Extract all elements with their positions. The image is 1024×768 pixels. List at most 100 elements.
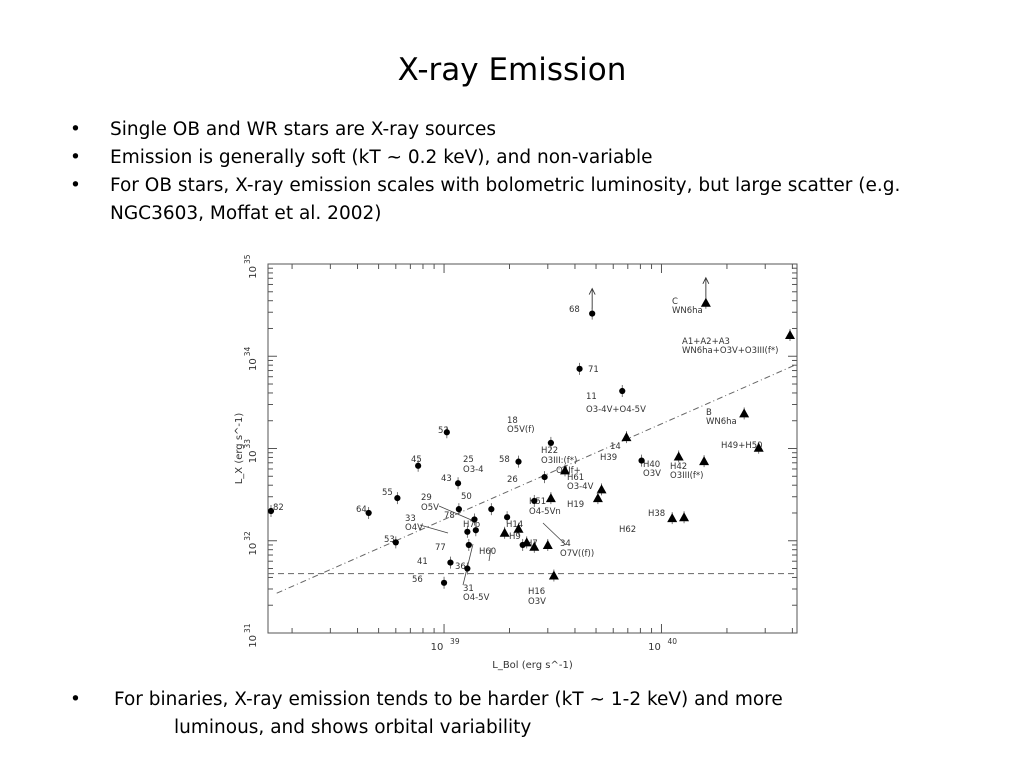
point-annotation: 14: [610, 442, 621, 452]
point-annotation: WN6ha: [672, 306, 703, 316]
point-annotation: WN6ha+O3V+O3III(f*): [682, 346, 778, 356]
point-annotation: 18: [507, 416, 518, 426]
data-point-circle: [547, 439, 554, 447]
data-point-circle: [504, 514, 511, 521]
data-point-circle: [394, 494, 401, 502]
point-annotation: H61: [567, 473, 584, 483]
data-point-triangle: [621, 432, 632, 442]
x-tick-label-exponent: 39: [450, 637, 460, 646]
data-point-triangle: [596, 484, 607, 494]
point-annotation: C: [672, 297, 678, 307]
data-point-circle: [488, 506, 495, 513]
point-annotation: O3-4V+O4-5V: [586, 405, 646, 415]
data-point-triangle: [592, 493, 603, 503]
point-annotation: H60: [479, 547, 496, 557]
data-marks: [267, 296, 796, 589]
point-annotation: O7V((f)): [560, 549, 594, 559]
point-annotation: 58: [499, 455, 510, 465]
reference-lines: [268, 363, 798, 594]
point-annotation: O5V: [421, 503, 439, 513]
leader-line: [419, 524, 449, 534]
bullet-text-line: For binaries, X-ray emission tends to be…: [114, 689, 783, 710]
data-point-circle: [465, 541, 472, 549]
point-annotation: 36: [455, 562, 466, 572]
point-annotation: H62: [619, 525, 636, 535]
data-point-circle: [576, 365, 583, 372]
data-point-triangle: [548, 570, 559, 580]
data-point-circle: [447, 559, 454, 566]
point-annotation: H9: [509, 532, 521, 542]
point-annotation: O4If+: [556, 466, 581, 476]
x-axis-label: L_Bol (erg s^-1): [492, 660, 573, 671]
data-point-triangle: [667, 513, 678, 523]
data-point-triangle: [673, 451, 684, 461]
bullet-text: For OB stars, X-ray emission scales with…: [110, 175, 901, 224]
bullet-text: Emission is generally soft (kT ~ 0.2 keV…: [110, 147, 653, 168]
y-tick-label: 10: [248, 358, 259, 371]
y-tick-label: 10: [248, 543, 259, 556]
data-point-triangle: [699, 456, 710, 466]
point-annotation: O4V: [405, 523, 423, 533]
data-point-circle: [415, 462, 422, 469]
data-point-triangle: [785, 329, 796, 339]
point-annotation: O3III(f*): [670, 471, 704, 481]
y-tick-label-exponent: 35: [243, 254, 252, 264]
data-point-circle: [464, 528, 471, 535]
y-tick-label-exponent: 34: [243, 346, 252, 356]
point-annotation: O3III:(f*): [541, 456, 577, 466]
point-annotation: H19: [567, 500, 584, 510]
point-annotation: O4-5V: [463, 593, 490, 603]
point-annotation: 52: [438, 426, 449, 436]
point-annotation: 26: [507, 475, 518, 485]
data-point-circle: [589, 310, 596, 317]
point-annotation: O5V(f): [507, 425, 535, 435]
leader-line: [542, 522, 567, 546]
y-tick-label-exponent: 32: [243, 531, 252, 541]
x-tick-label-exponent: 40: [667, 637, 677, 646]
point-annotation: O3-4V: [567, 482, 594, 492]
data-point-triangle: [513, 523, 524, 533]
data-point-triangle: [700, 297, 711, 307]
leader-line: [488, 547, 492, 562]
y-axis-label: L_X (erg s^-1): [234, 413, 245, 485]
y-tick-label-exponent: 31: [243, 623, 252, 633]
bullet-text: Single OB and WR stars are X-ray sources: [110, 119, 497, 140]
bullet-item: • Emission is generally soft (kT ~ 0.2 ke…: [68, 144, 988, 172]
point-annotation: 53: [384, 535, 395, 545]
bullet-item: • For OB stars, X-ray emission scales wit…: [68, 172, 988, 228]
data-point-triangle: [545, 493, 556, 503]
data-point-circle: [440, 579, 448, 586]
point-annotation: H7: [526, 539, 538, 549]
point-annotation: O3V: [643, 469, 661, 479]
point-annotation: A1+A2+A3: [682, 337, 730, 347]
point-annotation: H16: [528, 587, 545, 597]
data-point-circle: [454, 480, 462, 487]
point-annotation: WN6ha: [706, 417, 737, 427]
point-annotation: 77: [435, 543, 446, 553]
x-tick-label: 10: [648, 642, 661, 653]
point-annotation: H49+H50: [721, 441, 763, 451]
data-point-triangle: [753, 442, 764, 452]
data-point-circle: [638, 457, 645, 464]
leader-line: [462, 543, 474, 586]
point-annotation: H42: [670, 462, 687, 472]
point-annotation: O3V: [528, 597, 546, 607]
point-annotation: 29: [421, 493, 432, 503]
bullet-marker: •: [70, 119, 81, 140]
data-point-circle: [619, 387, 626, 395]
bullet-item: • Single OB and WR stars are X-ray source…: [68, 116, 988, 144]
point-annotation: 71: [588, 365, 599, 375]
data-point-triangle: [529, 541, 540, 551]
point-annotation: 68: [569, 305, 580, 315]
point-annotation: 41: [417, 557, 428, 567]
point-annotation: H51: [529, 497, 546, 507]
point-annotation: 78: [444, 511, 455, 521]
data-point-triangle: [499, 527, 510, 537]
point-annotation: O3-4: [463, 465, 484, 475]
bullet-marker: •: [70, 147, 81, 168]
plot-frame: [267, 263, 798, 634]
